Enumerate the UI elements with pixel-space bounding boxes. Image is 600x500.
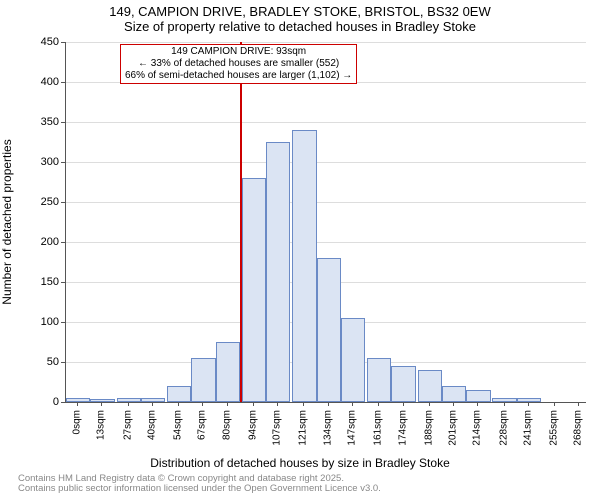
title-block: 149, CAMPION DRIVE, BRADLEY STOKE, BRIST… xyxy=(0,4,600,34)
x-tick xyxy=(77,402,78,406)
x-tick-label: 188sqm xyxy=(423,410,434,446)
x-tick xyxy=(253,402,254,406)
histogram-bar xyxy=(391,366,415,402)
footer-attribution: Contains HM Land Registry data © Crown c… xyxy=(18,474,381,495)
histogram-bar xyxy=(167,386,191,402)
x-tick xyxy=(578,402,579,406)
x-tick-label: 174sqm xyxy=(397,410,408,446)
plot-area: 149 CAMPION DRIVE: 93sqm← 33% of detache… xyxy=(65,42,586,403)
histogram-bar xyxy=(292,130,316,402)
x-tick-label: 107sqm xyxy=(272,410,283,446)
y-tick-label: 100 xyxy=(23,316,59,328)
y-tick-label: 250 xyxy=(23,196,59,208)
x-tick-label: 255sqm xyxy=(549,410,560,446)
gridline-h xyxy=(66,202,586,203)
x-tick-label: 147sqm xyxy=(347,410,358,446)
gridline-h xyxy=(66,242,586,243)
x-tick xyxy=(352,402,353,406)
x-tick-label: 80sqm xyxy=(221,410,232,440)
histogram-bar xyxy=(367,358,391,402)
chart-container: 149, CAMPION DRIVE, BRADLEY STOKE, BRIST… xyxy=(0,0,600,500)
x-tick-label: 241sqm xyxy=(522,410,533,446)
histogram-bar xyxy=(242,178,266,402)
x-tick-label: 27sqm xyxy=(122,410,133,440)
histogram-bar xyxy=(117,398,141,402)
histogram-bar xyxy=(266,142,290,402)
histogram-bar xyxy=(90,399,114,402)
gridline-h xyxy=(66,122,586,123)
x-tick xyxy=(128,402,129,406)
histogram-bar xyxy=(141,398,165,402)
y-tick-label: 450 xyxy=(23,36,59,48)
annotation-line2: ← 33% of detached houses are smaller (55… xyxy=(125,58,352,70)
histogram-bar xyxy=(317,258,341,402)
y-tick-label: 200 xyxy=(23,236,59,248)
footer-line2: Contains public sector information licen… xyxy=(18,484,381,494)
x-tick-label: 201sqm xyxy=(448,410,459,446)
histogram-bar xyxy=(517,398,541,402)
x-tick xyxy=(477,402,478,406)
x-tick xyxy=(202,402,203,406)
marker-line xyxy=(240,42,242,402)
y-tick-label: 400 xyxy=(23,76,59,88)
x-tick-label: 268sqm xyxy=(573,410,584,446)
title-line2: Size of property relative to detached ho… xyxy=(0,19,600,34)
y-axis-label: Number of detached properties xyxy=(0,139,14,304)
x-tick xyxy=(554,402,555,406)
histogram-bar xyxy=(442,386,466,402)
y-tick-label: 300 xyxy=(23,156,59,168)
y-tick-label: 150 xyxy=(23,276,59,288)
x-tick xyxy=(504,402,505,406)
y-tick-label: 50 xyxy=(23,356,59,368)
histogram-bar xyxy=(216,342,240,402)
gridline-h xyxy=(66,162,586,163)
histogram-bar xyxy=(418,370,442,402)
x-tick-label: 13sqm xyxy=(96,410,107,440)
x-tick-label: 0sqm xyxy=(72,410,83,434)
histogram-bar xyxy=(341,318,365,402)
x-tick-label: 228sqm xyxy=(498,410,509,446)
x-tick-label: 94sqm xyxy=(247,410,258,440)
x-tick xyxy=(227,402,228,406)
x-tick xyxy=(378,402,379,406)
x-tick-label: 40sqm xyxy=(146,410,157,440)
gridline-h xyxy=(66,42,586,43)
x-tick xyxy=(429,402,430,406)
x-tick xyxy=(178,402,179,406)
title-line1: 149, CAMPION DRIVE, BRADLEY STOKE, BRIST… xyxy=(0,4,600,19)
histogram-bar xyxy=(191,358,215,402)
x-tick xyxy=(303,402,304,406)
x-tick-label: 214sqm xyxy=(472,410,483,446)
histogram-bar xyxy=(66,398,90,402)
x-tick xyxy=(528,402,529,406)
annotation-box: 149 CAMPION DRIVE: 93sqm← 33% of detache… xyxy=(120,44,357,84)
y-tick-label: 350 xyxy=(23,116,59,128)
histogram-bar xyxy=(466,390,490,402)
x-tick xyxy=(328,402,329,406)
x-tick-label: 121sqm xyxy=(298,410,309,446)
histogram-bar xyxy=(492,398,516,402)
x-tick xyxy=(453,402,454,406)
x-tick xyxy=(277,402,278,406)
x-tick xyxy=(403,402,404,406)
x-tick-label: 54sqm xyxy=(173,410,184,440)
y-tick-label: 0 xyxy=(23,396,59,408)
x-tick-label: 67sqm xyxy=(197,410,208,440)
annotation-line1: 149 CAMPION DRIVE: 93sqm xyxy=(125,46,352,58)
annotation-line3: 66% of semi-detached houses are larger (… xyxy=(125,70,352,82)
x-tick xyxy=(152,402,153,406)
x-tick-label: 161sqm xyxy=(373,410,384,446)
x-tick xyxy=(101,402,102,406)
x-tick-label: 134sqm xyxy=(322,410,333,446)
x-axis-label: Distribution of detached houses by size … xyxy=(0,456,600,470)
